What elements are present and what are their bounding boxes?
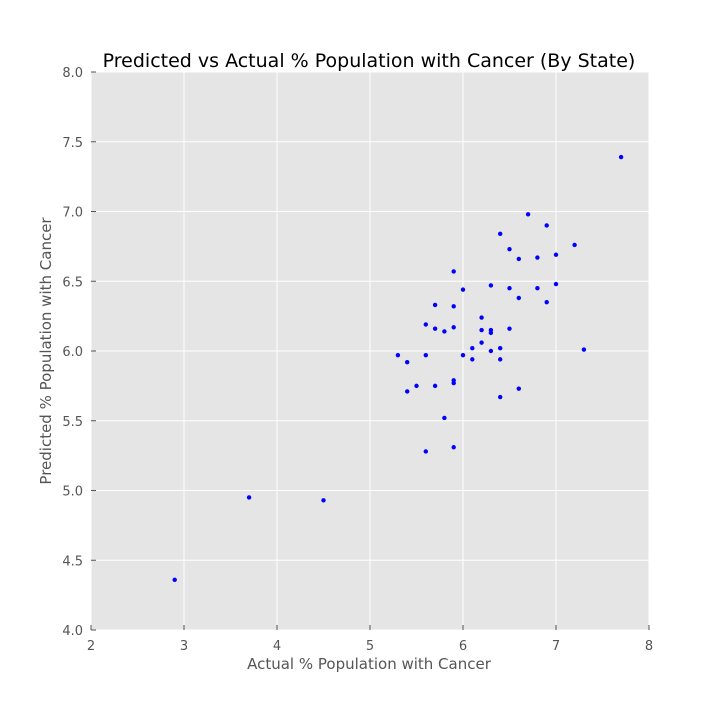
y-tick-label: 4.5 — [62, 554, 83, 569]
x-axis-label: Actual % Population with Cancer — [247, 655, 492, 673]
data-point — [470, 346, 475, 351]
data-point — [498, 346, 503, 351]
data-point — [460, 352, 466, 358]
data-point — [618, 154, 624, 160]
y-tick-label: 7.0 — [62, 206, 83, 221]
data-point — [507, 246, 512, 252]
y-tick-label: 5.0 — [62, 485, 83, 500]
data-point — [498, 357, 503, 362]
data-point — [460, 287, 466, 292]
data-point — [451, 325, 456, 330]
y-tick-label: 8.0 — [62, 66, 83, 81]
x-tick-label: 8 — [645, 639, 653, 654]
x-tick-label: 7 — [552, 639, 560, 654]
data-point — [544, 223, 549, 228]
data-point — [432, 383, 438, 389]
chart-title: Predicted vs Actual % Population with Ca… — [103, 50, 636, 72]
data-point — [488, 348, 494, 354]
data-points — [172, 154, 624, 582]
data-point — [246, 495, 252, 500]
data-point — [432, 302, 438, 308]
data-point — [442, 415, 447, 421]
data-point — [479, 315, 484, 320]
data-point — [525, 212, 531, 217]
data-point — [553, 252, 559, 257]
data-point — [423, 322, 428, 327]
data-point — [423, 449, 428, 454]
data-point — [432, 326, 438, 331]
data-point — [172, 577, 177, 582]
x-tick-label: 5 — [366, 639, 374, 654]
data-point — [535, 286, 540, 291]
y-tick-label: 6.5 — [62, 275, 83, 290]
y-tick-label: 7.5 — [62, 136, 83, 151]
data-point — [535, 255, 540, 260]
data-point — [498, 394, 503, 400]
data-point — [544, 299, 549, 305]
x-tick-label: 4 — [273, 639, 281, 654]
data-point — [321, 498, 326, 503]
data-point — [488, 330, 494, 336]
y-tick-label: 4.0 — [62, 624, 83, 639]
data-point — [451, 269, 456, 274]
data-point — [405, 389, 410, 394]
y-tick-label: 5.5 — [62, 415, 83, 430]
data-point — [553, 281, 559, 287]
data-point — [451, 445, 456, 450]
data-point — [479, 327, 484, 333]
data-point — [488, 283, 494, 288]
y-tick-label: 6.0 — [62, 345, 83, 360]
data-point — [423, 352, 428, 358]
data-point — [516, 386, 521, 391]
x-tick-label: 3 — [180, 639, 188, 654]
data-point — [498, 231, 503, 237]
x-tick-label: 2 — [87, 639, 95, 654]
data-point — [516, 256, 521, 262]
data-point — [395, 352, 401, 358]
data-point — [414, 383, 419, 389]
data-point — [442, 329, 447, 334]
data-point — [507, 286, 512, 291]
data-point — [479, 340, 484, 345]
data-point — [470, 357, 475, 362]
y-axis-label: Predicted % Population with Cancer — [37, 217, 55, 485]
data-point — [451, 304, 456, 309]
data-point — [507, 326, 512, 331]
data-point — [572, 242, 577, 248]
x-tick-label: 6 — [459, 639, 467, 654]
data-point — [405, 359, 410, 365]
data-point — [516, 295, 521, 301]
axis-ticks: 2 3 4 5 6 7 8 4.0 4.5 5.0 5.5 6.0 6.5 7.0 7.5 8.0 — [62, 66, 653, 654]
data-point — [451, 380, 456, 386]
data-point — [581, 347, 587, 352]
